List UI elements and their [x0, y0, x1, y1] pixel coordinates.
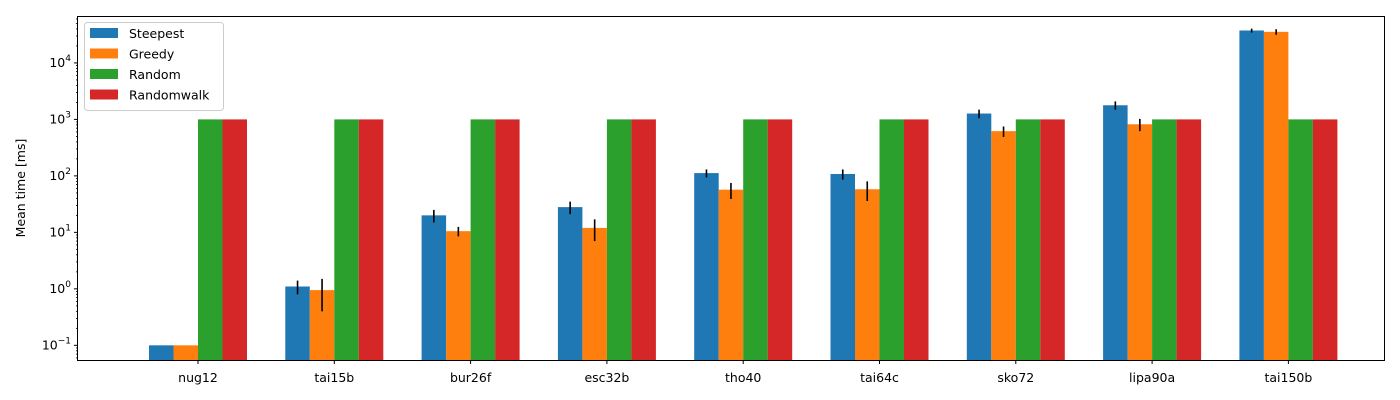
x-tick-label-bur26f: bur26f [450, 370, 492, 385]
x-tick-label-tai150b: tai150b [1264, 370, 1312, 385]
legend-swatch-steepest [90, 28, 118, 38]
bar-randomwalk-tai150b [1312, 119, 1338, 361]
y-axis-label: Mean time [ms] [13, 139, 28, 238]
legend: Steepest Greedy Random Randomwalk [84, 22, 224, 111]
bar-greedy-sko72 [991, 131, 1016, 360]
legend-label-randomwalk: Randomwalk [129, 88, 210, 103]
x-tick-label-esc32b: esc32b [584, 370, 629, 385]
y-tick-label: 102 [49, 167, 71, 183]
bar-randomwalk-bur26f [495, 119, 520, 361]
bar-steepest-tho40 [694, 173, 719, 360]
legend-swatch-randomwalk [90, 89, 118, 100]
bar-random-nug12 [198, 119, 223, 361]
bar-steepest-bur26f [421, 215, 447, 360]
bar-random-tai15b [334, 119, 359, 361]
x-tick-label-tho40: tho40 [725, 370, 761, 385]
bar-steepest-lipa90a [1103, 105, 1128, 360]
x-tick-label-lipa90a: lipa90a [1129, 370, 1175, 385]
bar-steepest-sko72 [966, 113, 992, 360]
y-tick-label: 104 [49, 54, 71, 70]
bar-random-tai64c [879, 119, 904, 361]
legend-label-steepest: Steepest [129, 26, 184, 41]
bar-randomwalk-lipa90a [1176, 119, 1202, 361]
bar-steepest-tai150b [1239, 30, 1264, 361]
y-tick-label: 103 [49, 110, 71, 126]
bar-random-tai150b [1288, 119, 1313, 361]
bar-randomwalk-sko72 [1040, 119, 1065, 361]
bar-greedy-tai64c [855, 189, 880, 360]
bar-random-sko72 [1015, 119, 1041, 361]
bar-steepest-tai15b [285, 286, 310, 360]
legend-label-greedy: Greedy [129, 47, 175, 62]
y-tick-label: 100 [49, 280, 71, 296]
bar-greedy-nug12 [173, 345, 198, 360]
bar-randomwalk-tai15b [358, 119, 384, 361]
bar-randomwalk-nug12 [222, 119, 247, 361]
legend-swatch-greedy [90, 48, 118, 59]
bar-random-tho40 [743, 119, 768, 361]
y-axis: 10−1 100 101 102 103 104 [42, 18, 78, 359]
bar-randomwalk-tai64c [904, 119, 929, 361]
legend-swatch-random [90, 69, 118, 79]
x-tick-label-sko72: sko72 [997, 370, 1034, 385]
x-axis: nug12 tai15b bur26f esc32b tho40 tai64c sko72 l… [178, 360, 1312, 385]
bar-random-lipa90a [1152, 119, 1177, 361]
error-bars-layer [296, 28, 1277, 312]
x-tick-label-tai15b: tai15b [314, 370, 354, 385]
y-tick-label: 101 [49, 223, 71, 239]
bar-steepest-nug12 [149, 345, 174, 360]
bar-random-esc32b [606, 119, 632, 361]
bar-greedy-bur26f [446, 231, 471, 360]
legend-label-random: Random [129, 67, 181, 82]
bar-greedy-tho40 [718, 189, 744, 360]
x-tick-label-nug12: nug12 [178, 370, 218, 385]
bar-greedy-tai150b [1263, 31, 1289, 361]
bar-randomwalk-esc32b [631, 119, 656, 361]
bars-layer [149, 30, 1338, 361]
x-tick-label-tai64c: tai64c [860, 370, 899, 385]
bar-steepest-esc32b [557, 207, 583, 360]
bar-steepest-tai64c [830, 174, 855, 360]
bar-greedy-lipa90a [1127, 124, 1153, 361]
bar-greedy-esc32b [582, 227, 607, 360]
bar-random-bur26f [470, 119, 496, 361]
legend-frame [84, 22, 224, 111]
bar-randomwalk-tho40 [767, 119, 793, 361]
y-tick-label: 10−1 [42, 336, 71, 352]
